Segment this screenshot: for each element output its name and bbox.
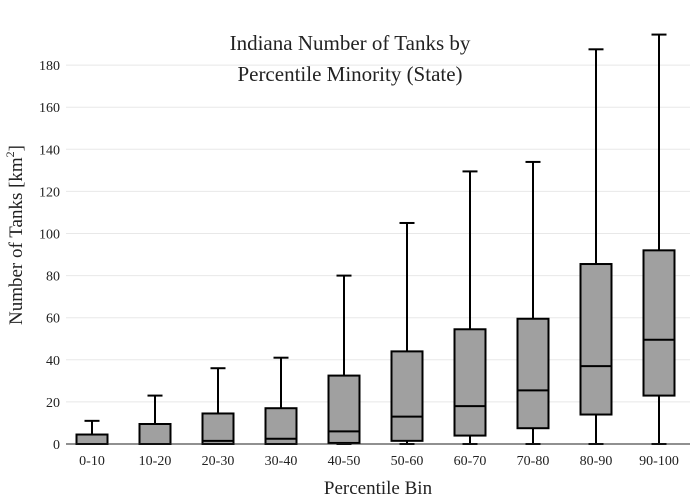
iqr-box <box>579 263 613 416</box>
iqr-box <box>453 328 487 437</box>
y-axis-title-main: Number of Tanks [km <box>6 157 27 325</box>
y-tick-label: 100 <box>39 228 60 243</box>
iqr-box <box>75 433 109 445</box>
y-tick-label: 80 <box>46 270 60 285</box>
y-tick-label: 120 <box>39 185 60 200</box>
x-tick-label: 0-10 <box>79 454 105 469</box>
x-tick-label: 60-70 <box>454 454 487 469</box>
x-axis-title: Percentile Bin <box>324 478 433 499</box>
chart-title-line-1: Indiana Number of Tanks by <box>230 31 471 55</box>
box-80-90 <box>579 48 613 445</box>
iqr-box <box>516 317 550 430</box>
x-tick-label: 90-100 <box>639 454 679 469</box>
iqr-box <box>390 350 424 442</box>
chart-title-line-2: Percentile Minority (State) <box>237 62 462 86</box>
y-tick-label: 40 <box>46 354 60 369</box>
y-tick-label: 0 <box>53 438 60 453</box>
y-axis-title-end: ] <box>6 145 27 151</box>
box-90-100 <box>642 33 676 445</box>
x-tick-label: 80-90 <box>580 454 613 469</box>
iqr-box <box>201 412 235 446</box>
box-layer <box>75 33 676 446</box>
grid-lines <box>66 64 690 403</box>
x-tick-label: 40-50 <box>328 454 361 469</box>
box-60-70 <box>453 170 487 445</box>
y-axis-title-superscript: 2 <box>3 151 17 157</box>
x-tick-label: 70-80 <box>517 454 550 469</box>
box-20-30 <box>201 367 235 446</box>
x-tick-label: 30-40 <box>265 454 298 469</box>
y-axis-title: Number of Tanks [km2] <box>3 145 27 325</box>
y-tick-label: 160 <box>39 101 60 116</box>
x-tick-label: 10-20 <box>139 454 172 469</box>
box-10-20 <box>138 394 172 446</box>
box-30-40 <box>264 356 298 445</box>
x-tick-label: 20-30 <box>202 454 235 469</box>
x-tick-label: 50-60 <box>391 454 424 469</box>
box-70-80 <box>516 160 550 445</box>
y-tick-label: 180 <box>39 59 60 74</box>
box-50-60 <box>390 221 424 445</box>
y-tick-label: 60 <box>46 312 60 327</box>
iqr-box <box>327 374 361 444</box>
iqr-box <box>642 249 676 397</box>
box-0-10 <box>75 419 109 445</box>
y-tick-label: 20 <box>46 396 60 411</box>
tick-labels: 0 20 40 60 80 100 120 140 160 180 0-10 10-20 20-30 30… <box>39 59 679 469</box>
box-40-50 <box>327 274 361 445</box>
iqr-box <box>138 423 172 446</box>
y-tick-label: 140 <box>39 143 60 158</box>
